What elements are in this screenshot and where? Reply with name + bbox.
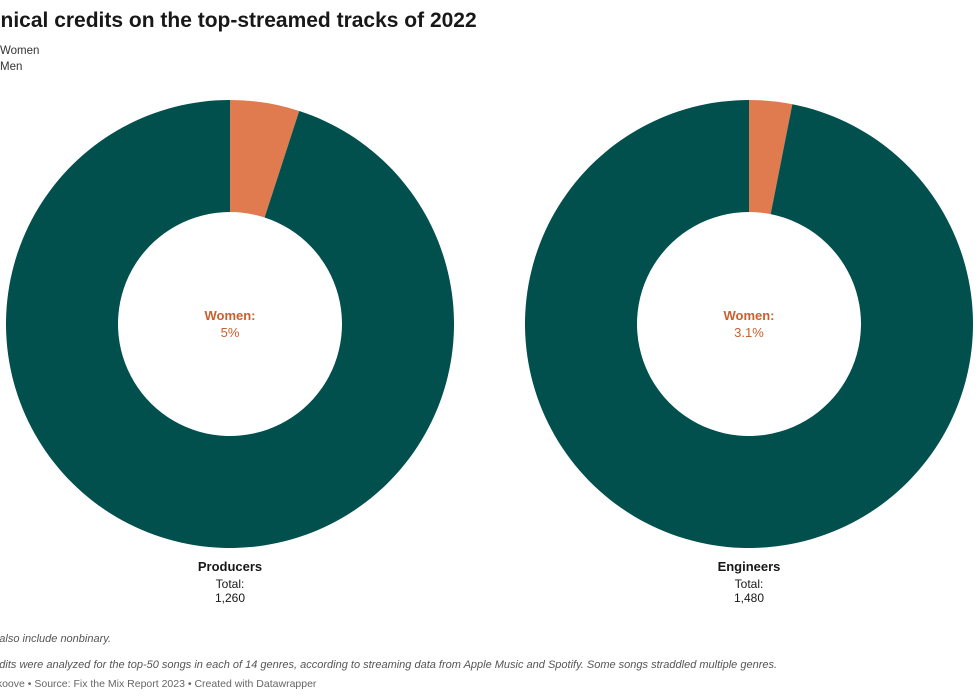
note-nonbinary: en also include nonbinary. [0, 633, 111, 645]
producers-center-value: 5% [221, 325, 240, 340]
legend: Women Men [0, 43, 39, 75]
producers-total-label: Total: [216, 577, 245, 591]
engineers-chart-name: Engineers [718, 559, 781, 574]
engineers-slice-men [525, 100, 974, 548]
engineers-total-label: Total: [735, 577, 764, 591]
legend-item-women: Women [0, 43, 39, 59]
engineers-center-label: Women: [723, 308, 774, 323]
engineers-center-value: 3.1% [734, 325, 764, 340]
legend-label-men: Men [0, 61, 23, 73]
producers-chart-name: Producers [198, 559, 262, 574]
legend-item-men: Men [0, 59, 39, 75]
legend-label-women: Women [0, 45, 40, 57]
producers-center-label: Women: [204, 308, 255, 323]
producers-slice-women [230, 100, 300, 218]
chart-title: chnical credits on the top-streamed trac… [0, 9, 477, 32]
producers-total-value: 1,260 [215, 591, 245, 605]
note-methodology: credits were analyzed for the top-50 son… [0, 659, 778, 671]
producers-slice-men [5, 100, 454, 549]
source-credit: : Skoove • Source: Fix the Mix Report 20… [0, 678, 317, 690]
engineers-total-value: 1,480 [734, 591, 764, 605]
engineers-slice-women [749, 100, 793, 215]
